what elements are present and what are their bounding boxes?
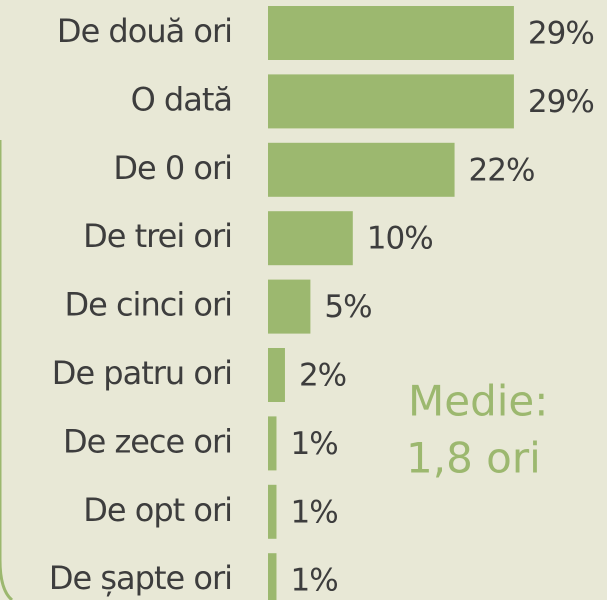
category-label: O dată (131, 80, 232, 118)
value-label: 10% (367, 221, 433, 257)
bar (268, 6, 514, 60)
value-label: 2% (299, 358, 346, 394)
annotation: Medie: (408, 377, 548, 426)
bar (268, 74, 514, 129)
category-label: De cinci ori (64, 286, 232, 324)
value-label: 29% (528, 16, 594, 52)
category-label: De trei ori (83, 217, 232, 255)
value-label: 22% (469, 152, 535, 188)
value-label: 5% (324, 289, 371, 325)
value-label: 29% (528, 84, 594, 120)
bar (268, 416, 277, 471)
value-label: 1% (290, 426, 337, 462)
value-label: 1% (290, 563, 337, 599)
bar (268, 211, 353, 266)
frame-edge (0, 140, 14, 600)
value-label: 1% (290, 494, 337, 530)
category-label: De opt ori (83, 491, 232, 529)
bar (268, 142, 455, 197)
category-label: De 0 ori (113, 149, 232, 187)
category-label: De patru ori (52, 354, 232, 392)
annotation: 1,8 ori (406, 434, 541, 483)
bar (268, 484, 277, 539)
bar (268, 279, 311, 334)
category-label: De șapte ori (49, 559, 232, 597)
bar (268, 348, 285, 402)
category-label: De două ori (57, 12, 232, 50)
bar (268, 553, 277, 600)
category-label: De zece ori (63, 422, 232, 460)
